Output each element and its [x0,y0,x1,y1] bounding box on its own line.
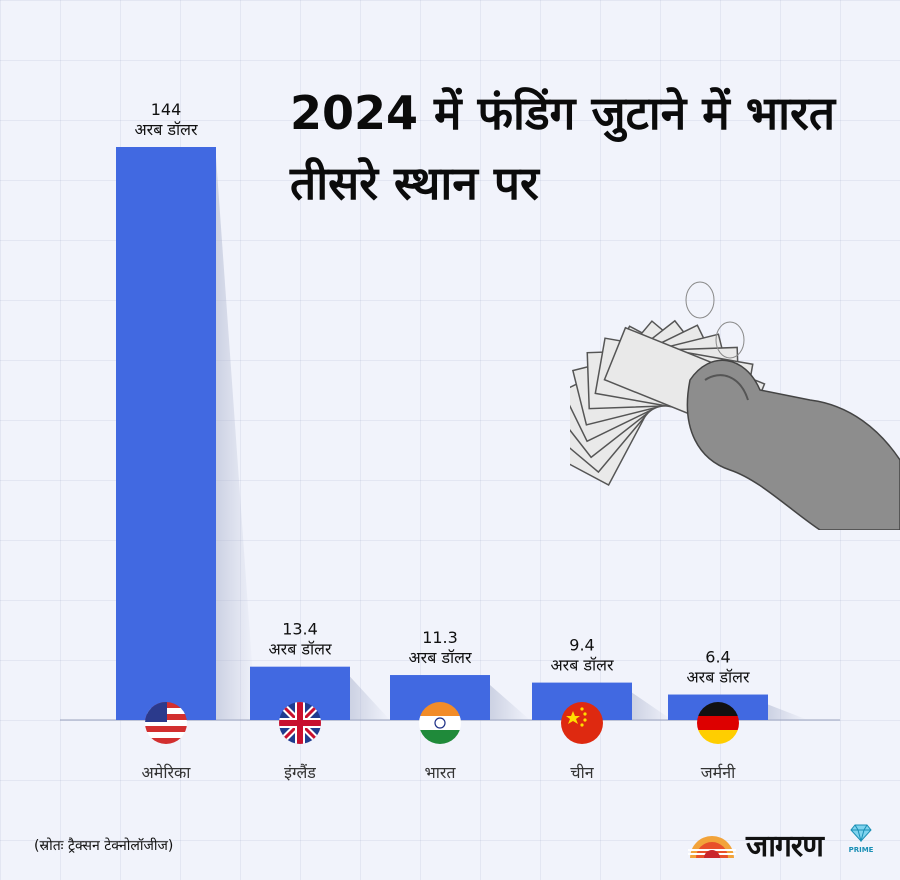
bar-value-label: 9.4 [569,636,594,655]
bar-shadow [768,704,808,720]
bar-shadow [216,157,256,720]
bar-value-label: 11.3 [422,628,458,647]
source-note: (स्रोतः ट्रैक्सन टेक्नोलॉजीज) [34,838,174,854]
bar-unit-label: अरब डॉलर [408,648,472,667]
hand-holding-money-illustration [570,281,900,530]
china-flag-icon [561,702,603,744]
logo-brand: जागरण [746,829,824,864]
category-label: अमेरिका [142,763,192,782]
bar-unit-label: अरब डॉलर [550,656,614,675]
us-flag-icon [145,702,187,744]
category-label: चीन [570,763,594,782]
bar-value-label: 144 [151,100,182,119]
hand-shape [686,359,900,530]
category-label: जर्मनी [701,763,736,782]
category-label: इंग्लैंड [284,763,316,782]
prime-label: PRIME [848,846,874,854]
prime-badge: PRIME [846,824,876,854]
bar [116,147,216,720]
bar-unit-label: अरब डॉलर [268,640,332,659]
category-label: भारत [424,763,456,782]
diamond-icon [850,824,872,843]
india-flag-icon [419,702,461,744]
bar-shadow [632,692,672,720]
germany-flag-icon [697,702,739,744]
bar-unit-label: अरब डॉलर [134,120,198,139]
page-title: 2024 में फंडिंग जुटाने में भारत तीसरे स्… [290,86,836,210]
bar-shadow [490,685,530,720]
sun-logo-icon [688,836,736,858]
bar-unit-label: अरब डॉलर [686,668,750,687]
bar-value-label: 13.4 [282,620,318,639]
uk-flag-icon [279,702,321,744]
bar-value-label: 6.4 [705,648,730,667]
jagran-prime-logo: जागरण PRIME [686,824,886,864]
bar-shadow [350,676,390,720]
